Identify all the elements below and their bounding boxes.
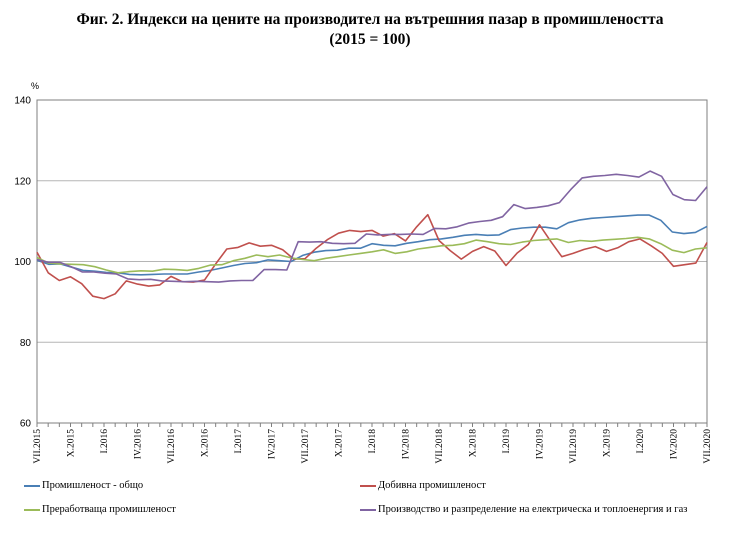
- legend-swatch-series-1: [360, 484, 376, 487]
- x-tick-label-13: X.2018: [469, 429, 479, 457]
- legend-swatch-series-0: [24, 484, 40, 487]
- series-line-3: [36, 170, 708, 283]
- legend-item-series-1: Добивна промишленост: [360, 480, 486, 491]
- legend-item-series-3: Производство и разпределение на електрич…: [360, 504, 687, 515]
- x-tick-label-6: I.2017: [234, 429, 244, 454]
- x-tick-label-12: VII.2018: [435, 429, 445, 464]
- chart-title-line2: (2015 = 100): [329, 31, 411, 48]
- x-tick-label-4: VII.2016: [167, 429, 177, 464]
- legend-swatch-series-2: [24, 508, 40, 511]
- x-tick-label-2: I.2016: [100, 429, 110, 454]
- legend-item-series-0: Промишленост - общо: [24, 480, 143, 491]
- x-tick-label-3: IV.2016: [134, 429, 144, 459]
- y-tick-label-140: 140: [14, 96, 31, 107]
- legend-label-series-3: Производство и разпределение на електрич…: [378, 504, 688, 515]
- series-line-1: [36, 213, 708, 300]
- series-line-2: [36, 236, 708, 274]
- y-tick-label-60: 60: [20, 419, 32, 430]
- y-tick-label-100: 100: [14, 257, 31, 268]
- legend-label-series-2: Преработваща промишленост: [42, 504, 176, 515]
- y-axis-unit: %: [31, 81, 39, 91]
- y-tick-label-80: 80: [20, 338, 32, 349]
- x-tick-label-1: X.2015: [67, 429, 77, 457]
- x-tick-label-10: I.2018: [368, 429, 378, 454]
- chart-title-line1: Фиг. 2. Индекси на цените на производите…: [76, 11, 664, 28]
- series-line-0: [36, 214, 708, 276]
- x-tick-label-20: VII.2020: [703, 429, 713, 464]
- x-tick-label-17: X.2019: [603, 429, 613, 457]
- legend-swatch-series-3: [360, 508, 376, 511]
- x-tick-label-19: IV.2020: [670, 429, 680, 459]
- x-tick-label-8: VII.2017: [301, 429, 311, 464]
- x-tick-label-7: IV.2017: [268, 429, 278, 459]
- x-tick-label-11: IV.2018: [402, 429, 412, 459]
- legend-label-series-1: Добивна промишленост: [378, 480, 486, 491]
- x-tick-label-16: VII.2019: [569, 429, 579, 464]
- y-tick-label-120: 120: [14, 176, 31, 187]
- legend-item-series-2: Преработваща промишленост: [24, 504, 176, 515]
- x-tick-label-0: VII.2015: [33, 429, 43, 464]
- x-tick-label-14: I.2019: [502, 429, 512, 454]
- x-tick-label-9: X.2017: [335, 429, 345, 457]
- x-tick-label-15: IV.2019: [536, 429, 546, 459]
- legend-label-series-0: Промишленост - общо: [42, 480, 144, 491]
- chart-title: Фиг. 2. Индекси на цените на производите…: [0, 10, 740, 50]
- x-tick-label-5: X.2016: [201, 429, 211, 457]
- x-tick-label-18: I.2020: [636, 429, 646, 454]
